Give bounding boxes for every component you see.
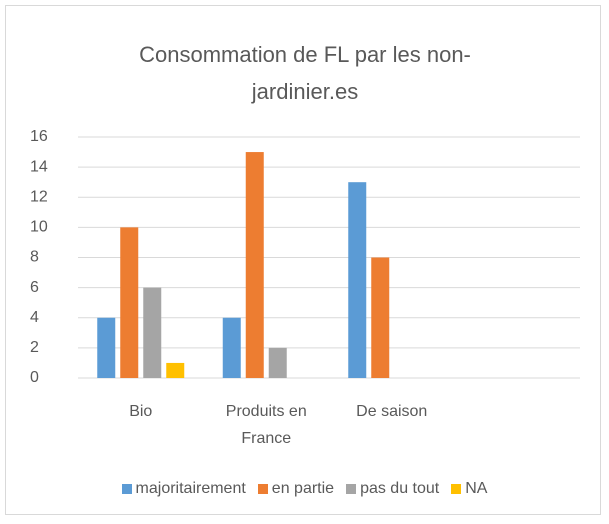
bar — [120, 227, 139, 378]
legend-label: NA — [465, 480, 488, 497]
y-tick-label: 14 — [30, 158, 48, 175]
legend-label: majoritairement — [135, 480, 246, 497]
y-tick-label: 2 — [30, 339, 39, 356]
legend-item: pas du tout — [346, 480, 439, 498]
bar — [268, 347, 287, 378]
bar — [97, 317, 116, 378]
legend-label: en partie — [271, 480, 335, 497]
y-tick-label: 6 — [30, 279, 39, 296]
x-tick-label: De saison — [356, 403, 428, 420]
legend-item: majoritairement — [121, 480, 246, 498]
legend: majoritairement en partie pas du tout NA — [0, 480, 609, 498]
legend-swatch — [451, 484, 462, 494]
legend-swatch — [121, 484, 132, 494]
y-tick-label: 8 — [30, 249, 39, 266]
legend-swatch — [257, 484, 268, 494]
bar — [222, 317, 241, 378]
bar — [348, 182, 367, 378]
legend-item: en partie — [257, 480, 335, 498]
y-tick-label: 10 — [30, 219, 48, 236]
chart-title: Consommation de FL par les non-jardinier… — [139, 42, 471, 104]
y-tick-label: 16 — [30, 128, 48, 145]
y-tick-label: 0 — [30, 369, 39, 386]
bar — [245, 152, 264, 378]
legend-item: NA — [451, 480, 487, 498]
bar — [371, 257, 390, 378]
x-tick-label: Produits en France — [225, 403, 307, 447]
legend-label: pas du tout — [360, 480, 440, 497]
x-tick-label: Bio — [129, 403, 153, 420]
legend-swatch — [346, 484, 357, 494]
chart-frame — [5, 5, 601, 515]
y-tick-label: 12 — [30, 188, 48, 205]
bar — [143, 287, 162, 378]
y-tick-label: 4 — [30, 309, 39, 326]
bar — [166, 362, 185, 378]
